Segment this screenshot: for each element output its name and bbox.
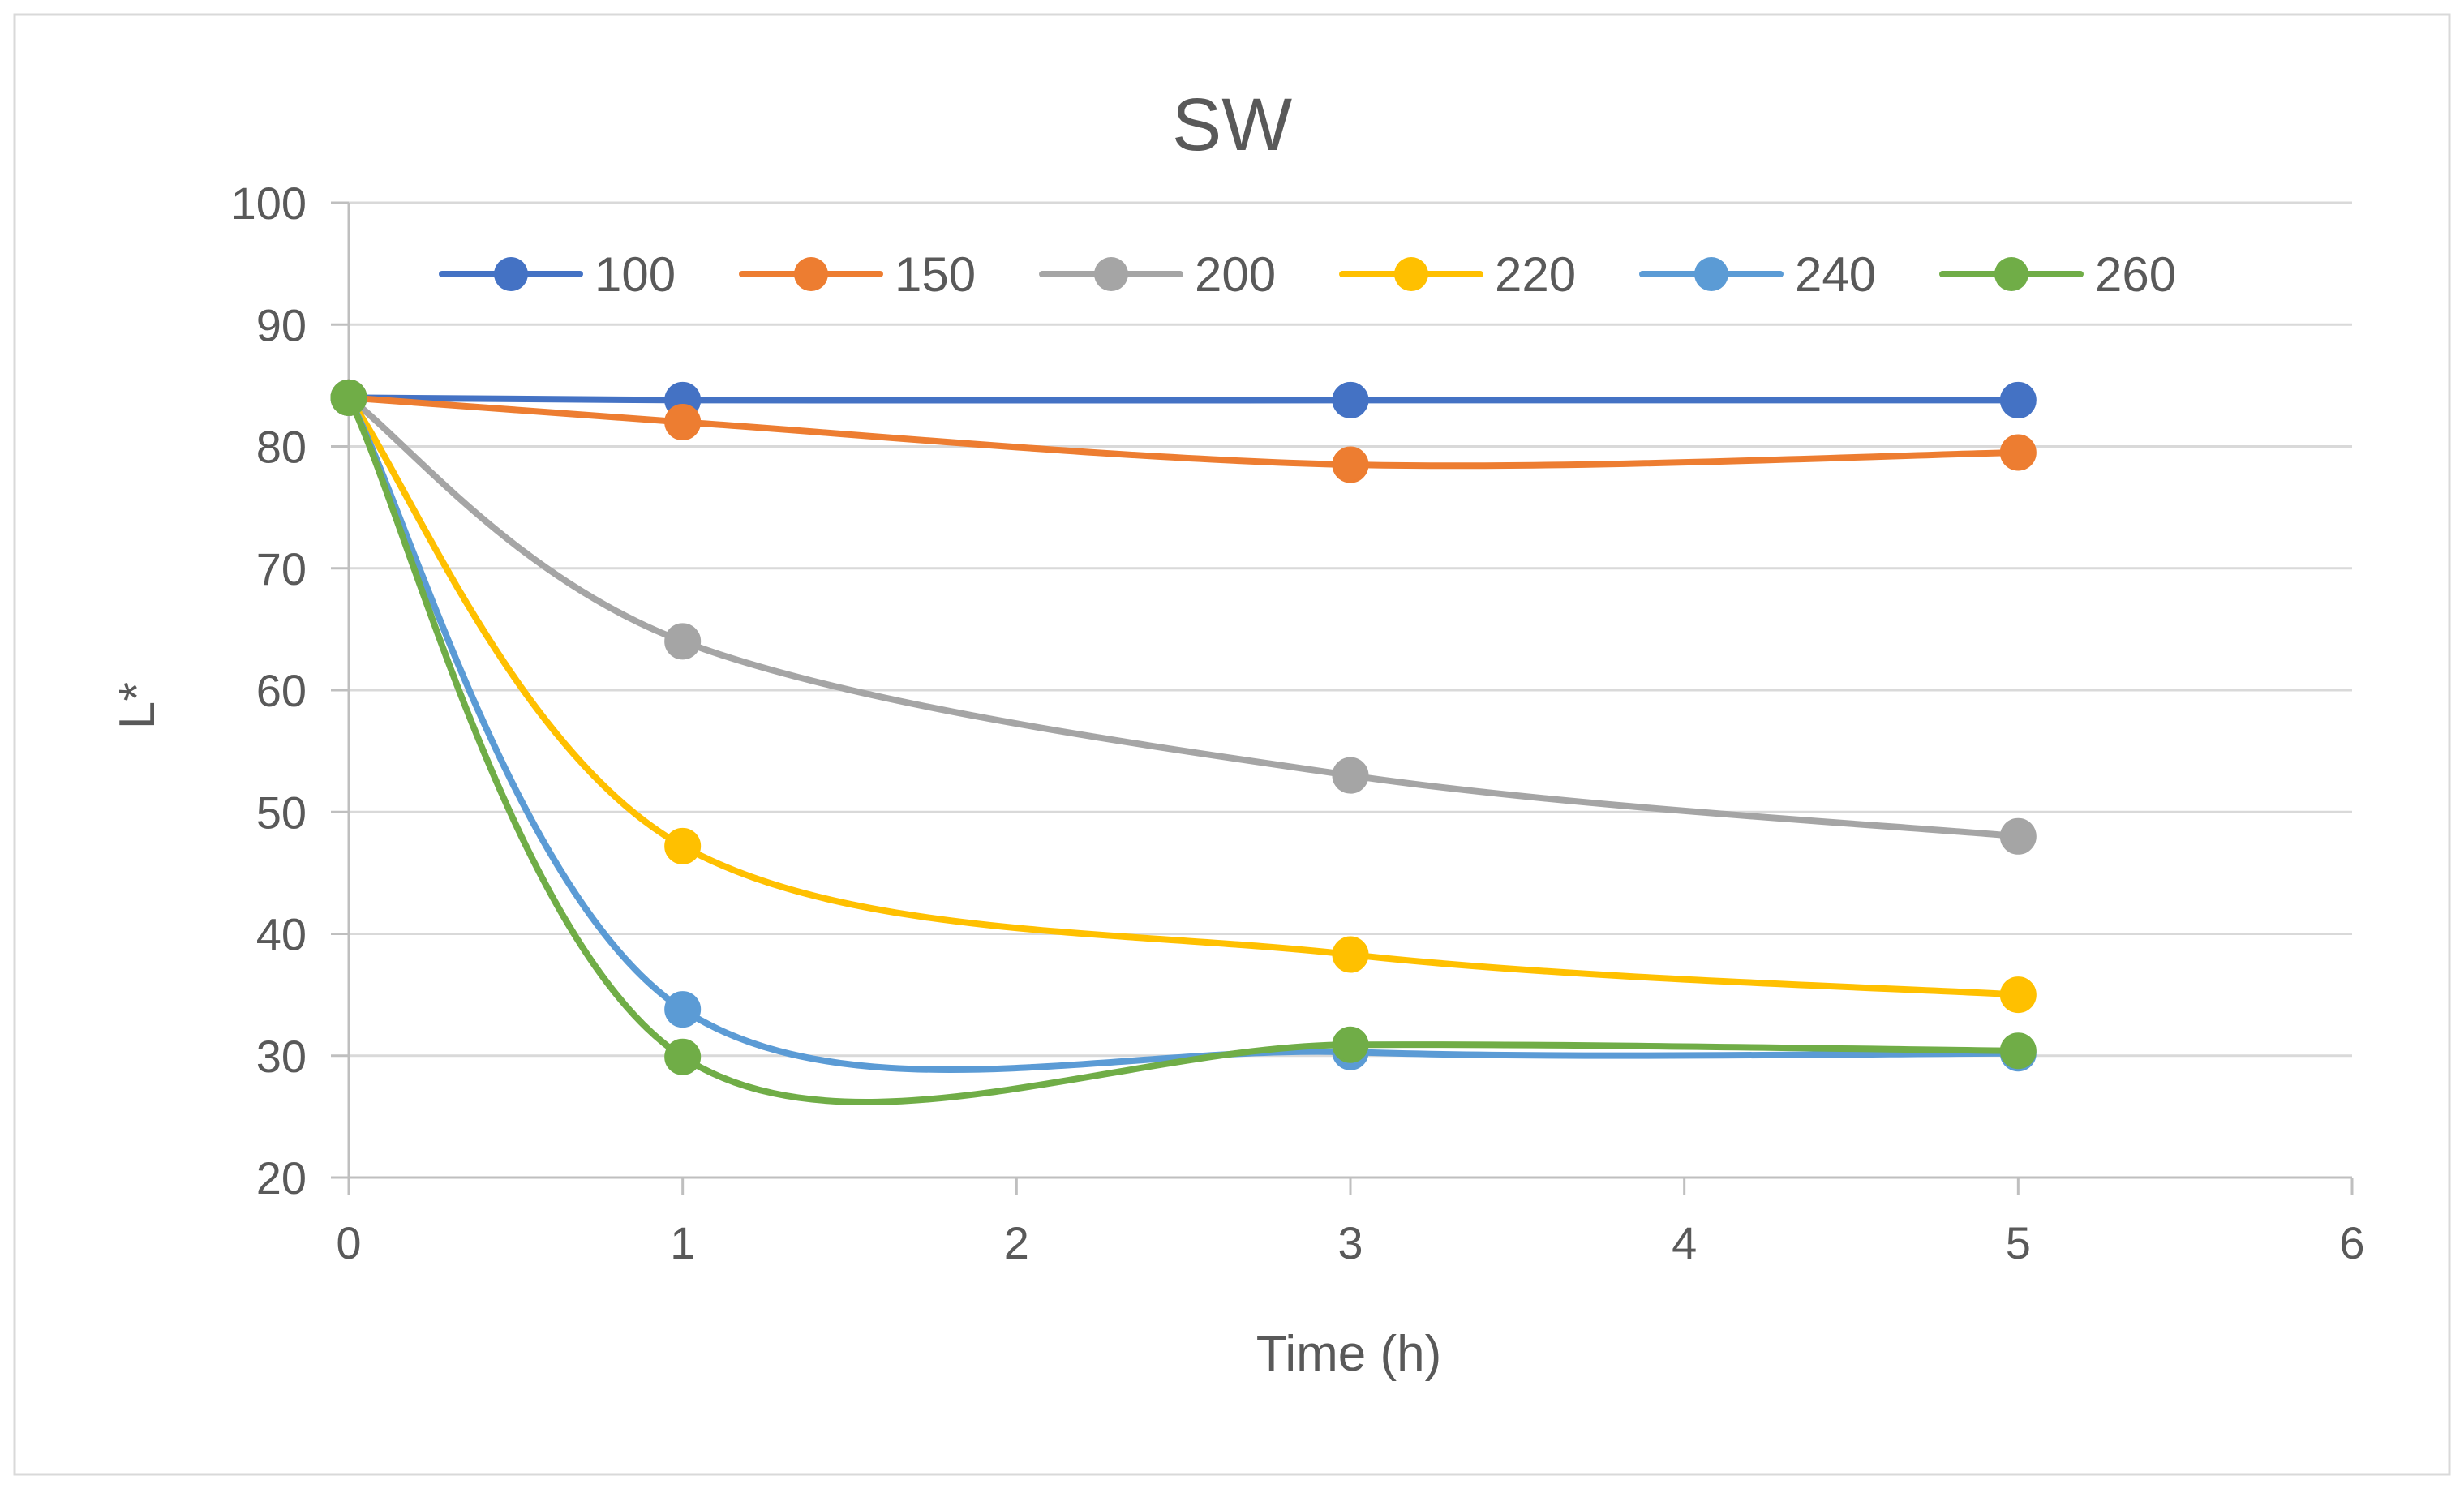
x-axis-label: Time (h): [1256, 1326, 1441, 1382]
legend-label: 100: [595, 247, 676, 302]
data-point-260: [1332, 1026, 1369, 1063]
data-point-260: [1999, 1032, 2037, 1070]
legend-item-200: 200: [1039, 247, 1276, 302]
legend-swatch-marker: [794, 257, 828, 291]
x-tick-label: 4: [1672, 1217, 1697, 1268]
x-tick-label: 6: [2339, 1217, 2364, 1268]
legend-swatch-marker: [1694, 257, 1728, 291]
x-tick-label: 2: [1004, 1217, 1029, 1268]
legend-label: 200: [1195, 247, 1276, 302]
legend-swatch-marker: [1094, 257, 1128, 291]
x-tick-label: 0: [336, 1217, 361, 1268]
data-point-150: [1332, 446, 1369, 483]
legend-item-150: 150: [739, 247, 976, 302]
series-line-100: [346, 394, 2022, 404]
chart-border: [13, 13, 2451, 1476]
series-line-240: [346, 394, 2022, 1073]
data-point-220: [664, 827, 702, 864]
legend: 100 150 200 220 240 260: [439, 247, 2176, 302]
legend-label: 240: [1795, 247, 1876, 302]
y-tick-label: 100: [231, 178, 307, 229]
legend-swatch-marker: [494, 257, 528, 291]
x-tick-label: 1: [670, 1217, 695, 1268]
y-tick-label: 40: [256, 909, 307, 960]
legend-item-260: 260: [1939, 247, 2176, 302]
y-tick-label: 50: [256, 787, 307, 838]
y-tick-label: 60: [256, 665, 307, 716]
legend-item-220: 220: [1339, 247, 1576, 302]
legend-swatch-marker: [1394, 257, 1428, 291]
data-point-220: [1332, 936, 1369, 973]
data-point-100: [1332, 381, 1369, 418]
data-point-100: [1999, 381, 2037, 418]
data-point-260: [664, 1038, 702, 1075]
x-tick-label: 5: [2006, 1217, 2031, 1268]
data-point-220: [1999, 976, 2037, 1014]
data-point-200: [1332, 757, 1369, 794]
y-tick-label: 30: [256, 1031, 307, 1082]
series-line-220: [346, 394, 2022, 998]
y-tick-label: 70: [256, 543, 307, 594]
y-tick-label: 80: [256, 422, 307, 473]
data-point-260: [330, 379, 367, 416]
y-axis-label: L*: [109, 682, 165, 730]
chart-title: SW: [1172, 84, 1292, 166]
data-point-150: [1999, 434, 2037, 471]
legend-item-240: 240: [1639, 247, 1876, 302]
series-line-200: [346, 394, 2022, 840]
series-line-260: [346, 394, 2022, 1105]
legend-label: 260: [2095, 247, 2176, 302]
gridlines: [349, 201, 2352, 1058]
y-tick-label: 20: [256, 1152, 307, 1203]
axes: 20 30 40 50 60 70 80 90 100 0 1 2 3 4 5 6: [231, 178, 2365, 1268]
data-point-200: [1999, 817, 2037, 855]
data-point-200: [664, 623, 702, 660]
series-line-150: [346, 394, 2022, 470]
data-point-240: [664, 991, 702, 1028]
series-lines: [330, 379, 2037, 1105]
legend-item-100: 100: [439, 247, 676, 302]
legend-label: 220: [1495, 247, 1576, 302]
data-point-150: [664, 403, 702, 440]
legend-label: 150: [895, 247, 976, 302]
x-tick-label: 3: [1337, 1217, 1363, 1268]
legend-swatch-marker: [1994, 257, 2028, 291]
y-tick-label: 90: [256, 299, 307, 350]
series-260: [330, 379, 2037, 1105]
